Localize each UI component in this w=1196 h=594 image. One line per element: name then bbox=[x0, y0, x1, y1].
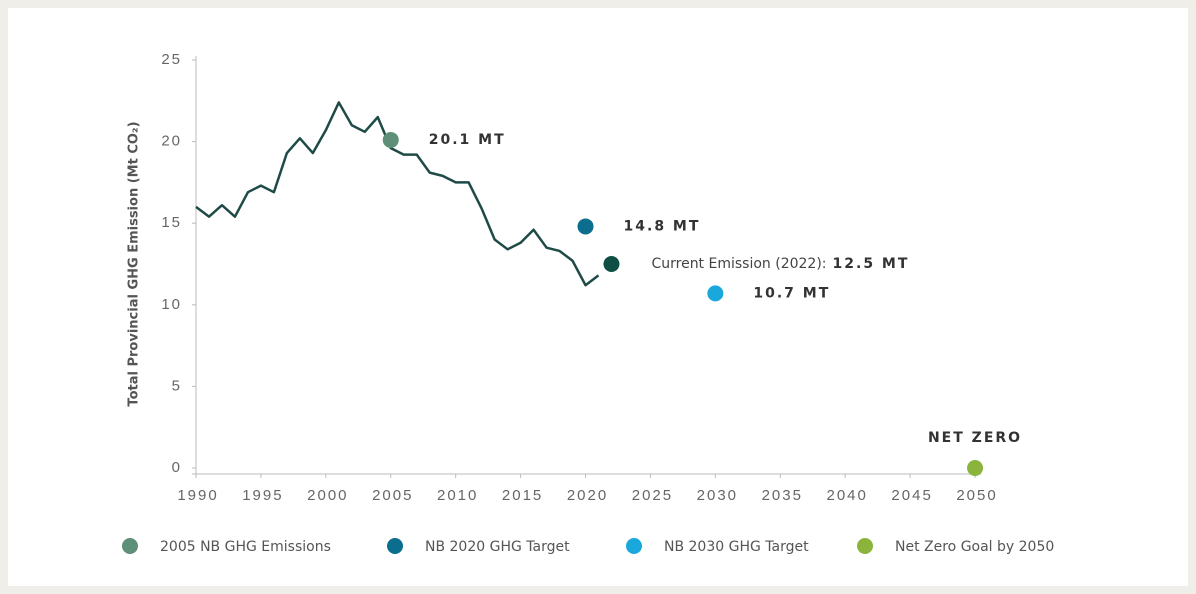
legend-label: NB 2030 GHG Target bbox=[664, 539, 809, 555]
legend-marker bbox=[122, 538, 138, 554]
annotation: Current Emission (2022): bbox=[651, 256, 826, 272]
value-label: 14.8 MT bbox=[624, 218, 701, 234]
y-tick-label: 15 bbox=[161, 214, 182, 231]
value-label: NET ZERO bbox=[928, 430, 1022, 446]
x-tick-label: 2020 bbox=[567, 487, 608, 504]
y-tick-label: 0 bbox=[172, 459, 182, 476]
value-label: 20.1 MT bbox=[429, 132, 506, 148]
target-point bbox=[577, 218, 594, 235]
legend-marker bbox=[857, 538, 873, 554]
x-tick-label: 1990 bbox=[177, 487, 218, 504]
value-label: 12.5 MT bbox=[833, 256, 910, 272]
x-tick-label: 2030 bbox=[697, 487, 738, 504]
legend-marker bbox=[626, 538, 642, 554]
value-label: 10.7 MT bbox=[753, 285, 830, 301]
x-tick-label: 2005 bbox=[372, 487, 413, 504]
y-tick-label: 25 bbox=[161, 51, 182, 68]
x-tick-label: 2050 bbox=[956, 487, 997, 504]
x-tick-label: 2025 bbox=[632, 487, 673, 504]
target-point bbox=[382, 131, 399, 148]
legend-label: 2005 NB GHG Emissions bbox=[160, 539, 331, 555]
x-tick-label: 2040 bbox=[827, 487, 868, 504]
legend-marker bbox=[387, 538, 403, 554]
x-tick-label: 2015 bbox=[502, 487, 543, 504]
legend-label: NB 2020 GHG Target bbox=[425, 539, 570, 555]
x-tick-label: 2000 bbox=[307, 487, 348, 504]
x-tick-label: 1995 bbox=[242, 487, 283, 504]
emission-line bbox=[195, 101, 600, 287]
y-tick-label: 10 bbox=[161, 296, 182, 313]
target-point bbox=[967, 460, 984, 476]
x-tick-label: 2045 bbox=[891, 487, 932, 504]
y-tick-label: 20 bbox=[161, 133, 182, 150]
target-point bbox=[707, 285, 724, 302]
y-tick-label: 5 bbox=[172, 377, 182, 394]
legend-label: Net Zero Goal by 2050 bbox=[895, 539, 1054, 555]
target-point bbox=[603, 256, 620, 272]
panel bbox=[8, 8, 1188, 586]
x-tick-label: 2010 bbox=[437, 487, 478, 504]
y-axis-label: Total Provincial GHG Emission (Mt CO₂) bbox=[127, 121, 142, 406]
x-tick-label: 2035 bbox=[762, 487, 803, 504]
